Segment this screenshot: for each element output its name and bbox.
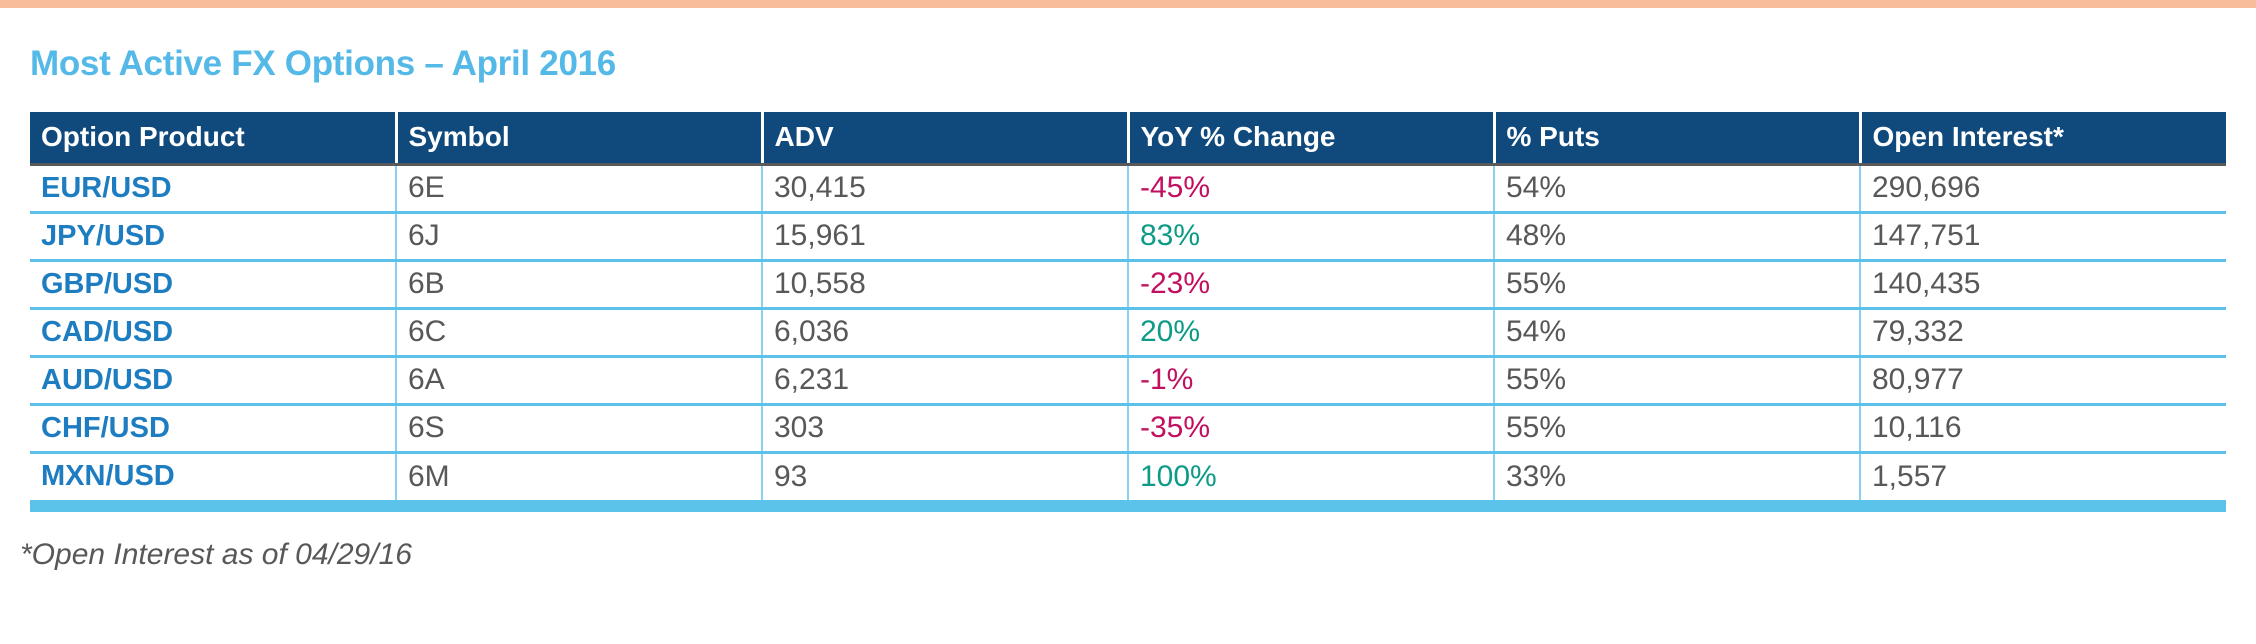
table-row: GBP/USD 6B 10,558 -23% 55% 140,435: [30, 260, 2226, 310]
cell-open-interest: 79,332: [1860, 308, 2226, 358]
table-bottom-border-bar: [30, 500, 2226, 512]
cell-puts: 55%: [1494, 356, 1861, 406]
cell-puts: 54%: [1494, 164, 1861, 214]
cell-yoy-change: -35%: [1128, 404, 1495, 454]
column-header-symbol: Symbol: [396, 112, 764, 166]
cell-symbol: 6A: [396, 356, 763, 406]
cell-open-interest: 1,557: [1860, 452, 2226, 500]
page-title: Most Active FX Options – April 2016: [30, 44, 616, 83]
cell-option-product: CHF/USD: [30, 404, 397, 454]
table-row: EUR/USD 6E 30,415 -45% 54% 290,696: [30, 164, 2226, 214]
table-header: Option Product Symbol ADV YoY % Change %…: [30, 112, 2226, 166]
cell-open-interest: 80,977: [1860, 356, 2226, 406]
cell-puts: 55%: [1494, 404, 1861, 454]
fx-options-table-container: Option Product Symbol ADV YoY % Change %…: [30, 112, 2226, 512]
table-row: AUD/USD 6A 6,231 -1% 55% 80,977: [30, 356, 2226, 406]
cell-option-product: GBP/USD: [30, 260, 397, 310]
cell-symbol: 6S: [396, 404, 763, 454]
column-header-adv: ADV: [762, 112, 1130, 166]
column-header-open-interest: Open Interest*: [1860, 112, 2226, 166]
cell-puts: 54%: [1494, 308, 1861, 358]
cell-yoy-change: -23%: [1128, 260, 1495, 310]
table-row: CAD/USD 6C 6,036 20% 54% 79,332: [30, 308, 2226, 358]
top-accent-bar: [0, 0, 2256, 8]
cell-yoy-change: -45%: [1128, 164, 1495, 214]
cell-adv: 6,036: [762, 308, 1129, 358]
cell-adv: 30,415: [762, 164, 1129, 214]
table-body: EUR/USD 6E 30,415 -45% 54% 290,696 JPY/U…: [30, 164, 2226, 500]
column-header-yoy-change: YoY % Change: [1128, 112, 1496, 166]
cell-option-product: CAD/USD: [30, 308, 397, 358]
cell-open-interest: 147,751: [1860, 212, 2226, 262]
cell-option-product: JPY/USD: [30, 212, 397, 262]
cell-adv: 6,231: [762, 356, 1129, 406]
column-header-option-product: Option Product: [30, 112, 398, 166]
cell-puts: 33%: [1494, 452, 1861, 500]
cell-adv: 303: [762, 404, 1129, 454]
footnote: *Open Interest as of 04/29/16: [20, 538, 412, 571]
cell-symbol: 6M: [396, 452, 763, 500]
cell-symbol: 6B: [396, 260, 763, 310]
cell-yoy-change: 100%: [1128, 452, 1495, 500]
cell-puts: 48%: [1494, 212, 1861, 262]
table-row: JPY/USD 6J 15,961 83% 48% 147,751: [30, 212, 2226, 262]
cell-symbol: 6E: [396, 164, 763, 214]
cell-symbol: 6J: [396, 212, 763, 262]
cell-yoy-change: 83%: [1128, 212, 1495, 262]
table-row: CHF/USD 6S 303 -35% 55% 10,116: [30, 404, 2226, 454]
cell-open-interest: 140,435: [1860, 260, 2226, 310]
fx-options-table: Option Product Symbol ADV YoY % Change %…: [30, 112, 2226, 500]
table-row: MXN/USD 6M 93 100% 33% 1,557: [30, 452, 2226, 500]
cell-symbol: 6C: [396, 308, 763, 358]
cell-option-product: EUR/USD: [30, 164, 397, 214]
cell-puts: 55%: [1494, 260, 1861, 310]
column-header-puts: % Puts: [1494, 112, 1862, 166]
cell-open-interest: 290,696: [1860, 164, 2226, 214]
cell-option-product: AUD/USD: [30, 356, 397, 406]
cell-yoy-change: 20%: [1128, 308, 1495, 358]
cell-adv: 15,961: [762, 212, 1129, 262]
cell-adv: 93: [762, 452, 1129, 500]
cell-open-interest: 10,116: [1860, 404, 2226, 454]
cell-adv: 10,558: [762, 260, 1129, 310]
table-header-row: Option Product Symbol ADV YoY % Change %…: [30, 112, 2226, 166]
cell-yoy-change: -1%: [1128, 356, 1495, 406]
cell-option-product: MXN/USD: [30, 452, 397, 500]
